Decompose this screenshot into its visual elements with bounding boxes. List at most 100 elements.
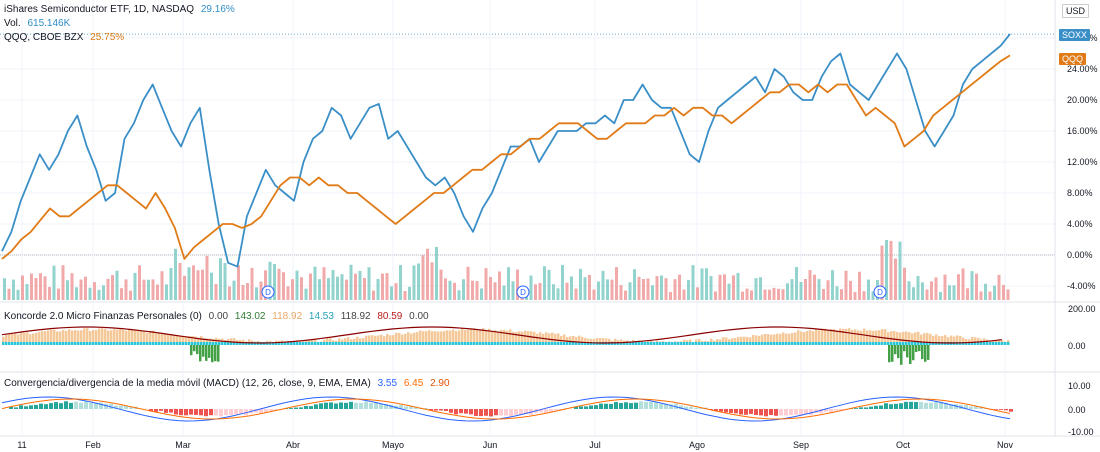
macd-histogram-bar <box>869 406 873 409</box>
koncorde-bar <box>125 330 128 345</box>
volume-bar <box>3 278 6 300</box>
macd-histogram-bar <box>39 403 43 409</box>
currency-badge[interactable]: USD <box>1062 4 1090 18</box>
koncorde-bar <box>341 342 344 345</box>
legend-qqq[interactable]: QQQ, CBOE BZX 25.75% <box>4 32 128 44</box>
koncorde-bar <box>608 338 611 345</box>
koncorde-bar <box>992 342 995 345</box>
koncorde-bar <box>23 332 26 345</box>
koncorde-bar <box>623 342 626 345</box>
macd-histogram-bar <box>444 409 448 412</box>
volume-bar <box>70 273 74 300</box>
volume-bar <box>759 277 762 300</box>
koncorde-bar <box>155 342 158 345</box>
volume-bar <box>439 269 443 300</box>
koncorde-bar <box>908 332 911 345</box>
volume-bar <box>966 288 969 300</box>
koncorde-bar <box>764 333 767 345</box>
koncorde-bar <box>926 342 929 345</box>
koncorde-bar <box>551 332 554 345</box>
koncorde-bar <box>671 342 674 345</box>
koncorde-bar <box>146 342 149 345</box>
koncorde-bar <box>761 334 764 345</box>
macd-histogram-bar <box>999 409 1003 410</box>
y-tick-label: 12.00% <box>1067 157 1098 167</box>
macd-histogram-bar <box>89 402 93 409</box>
koncorde-bar <box>2 342 5 345</box>
koncorde-bar <box>593 342 596 345</box>
volume-bar <box>903 267 906 300</box>
macd-histogram-bar <box>229 409 233 416</box>
series-line-qqq <box>1 54 1011 260</box>
macd-histogram-bar <box>774 409 778 416</box>
koncorde-bar <box>515 342 518 345</box>
volume-bar <box>295 270 299 300</box>
dividend-marker-icon[interactable] <box>516 285 530 299</box>
legend-koncorde[interactable]: Koncorde 2.0 Micro Finanzas Personales (… <box>4 311 433 323</box>
koncorde-bar <box>596 337 599 345</box>
legend-soxx[interactable]: iShares Semiconductor ETF, 1D, NASDAQ 29… <box>4 4 239 16</box>
macd-histogram-bar <box>409 406 413 409</box>
koncorde-bar <box>371 335 374 345</box>
koncorde-bar <box>383 342 386 345</box>
koncorde-bar <box>368 335 371 345</box>
macd-histogram-bar <box>234 409 238 415</box>
volume-bar <box>52 265 56 300</box>
koncorde-bar <box>890 342 893 345</box>
y-tick-label: 20.00% <box>1067 95 1098 105</box>
koncorde-bar <box>329 342 332 345</box>
koncorde-bar <box>86 328 89 345</box>
macd-histogram-bar <box>549 409 553 412</box>
koncorde-bar <box>857 342 860 345</box>
koncorde-bar <box>563 334 566 345</box>
koncorde-bar <box>32 342 35 345</box>
volume-bar <box>718 274 722 300</box>
legend-volume[interactable]: Vol. 615.146K <box>4 18 74 30</box>
koncorde-bar <box>134 342 137 345</box>
koncorde-bar <box>202 345 205 357</box>
dividend-marker-icon[interactable] <box>261 285 275 299</box>
koncorde-bar <box>359 338 362 345</box>
koncorde-bar <box>851 342 854 345</box>
koncorde-bar <box>539 342 542 345</box>
volume-bar <box>637 276 641 300</box>
macd-histogram-bar <box>469 409 473 415</box>
koncorde-bar <box>65 330 68 345</box>
koncorde-bar <box>329 338 332 345</box>
volume-bar <box>336 276 339 300</box>
koncorde-bar <box>797 330 800 345</box>
koncorde-bar <box>776 333 779 345</box>
koncorde-bar <box>809 330 812 345</box>
macd-histogram-bar <box>294 407 298 409</box>
koncorde-bar <box>470 342 473 345</box>
koncorde-bar <box>137 330 140 345</box>
macd-histogram-bar <box>629 403 633 409</box>
volume-bar <box>1002 284 1005 300</box>
koncorde-bar <box>104 342 107 345</box>
koncorde-bar <box>974 342 977 345</box>
volume-bar <box>444 278 447 300</box>
volume-bar <box>232 280 236 300</box>
koncorde-bar <box>11 333 14 345</box>
volume-bar <box>430 262 434 300</box>
koncorde-bar <box>590 342 593 345</box>
koncorde-bar <box>734 342 737 345</box>
koncorde-bar <box>401 342 404 345</box>
koncorde-bar <box>725 337 728 345</box>
koncorde-value-6: 0.00 <box>409 311 429 322</box>
volume-bar <box>813 274 816 300</box>
volume-bar <box>934 277 938 300</box>
koncorde-bar <box>899 332 902 345</box>
koncorde-bar <box>214 345 217 362</box>
koncorde-bar <box>674 342 677 345</box>
macd-histogram-bar <box>19 405 23 409</box>
legend-macd[interactable]: Convergencia/divergencia de la media móv… <box>4 378 454 390</box>
dividend-marker-icon[interactable] <box>873 285 887 299</box>
koncorde-bar <box>950 335 953 345</box>
volume-bar <box>831 270 834 300</box>
volume-bar <box>399 265 402 300</box>
koncorde-bar <box>857 330 860 345</box>
koncorde-bar <box>818 342 821 345</box>
koncorde-bar <box>383 336 386 345</box>
koncorde-bar <box>208 345 211 358</box>
